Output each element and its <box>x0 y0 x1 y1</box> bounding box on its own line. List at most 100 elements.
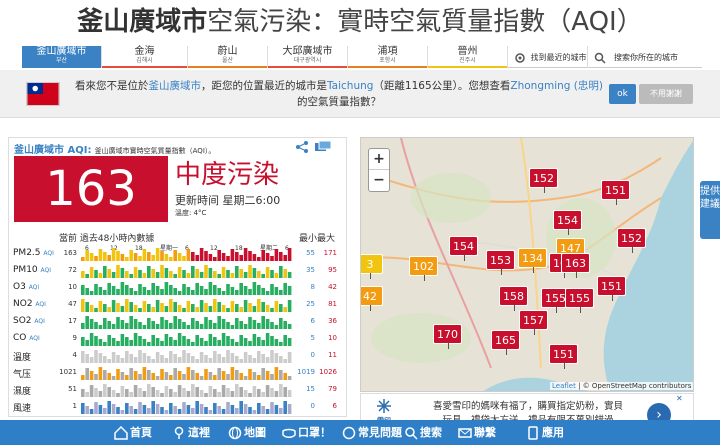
sparkline-bar <box>182 308 186 312</box>
sparkline-bar <box>221 253 226 261</box>
sparkline-bar <box>89 385 94 397</box>
map-zoom-control: + − <box>368 148 390 192</box>
pollutant-row-8[interactable]: 濕度 51 15 79 <box>9 381 346 398</box>
tab-search-city[interactable]: 搜索你所在的城市 <box>588 46 682 68</box>
history-header: 當前 過去48小時內數據 <box>59 234 155 244</box>
sparkline-bar <box>208 320 213 329</box>
sparkline-bar <box>257 337 261 346</box>
pollutant-row-2[interactable]: O3 AQI 10 8 42 <box>9 279 346 296</box>
sparkline-bar <box>107 307 111 312</box>
tab-busan[interactable]: 釜山廣域市 부산 <box>22 46 102 68</box>
map-station-marker[interactable]: 42 <box>361 286 383 311</box>
map-station-marker[interactable]: 154 <box>449 236 478 261</box>
pollutant-row-7[interactable]: 气压 1021 1019 1026 <box>9 364 346 381</box>
sparkline-bar <box>261 316 265 329</box>
sparkline-bar <box>283 401 287 414</box>
sparkline-bar <box>248 303 252 312</box>
station-map[interactable]: 1521511541521541471021531341631631511581… <box>360 137 694 392</box>
notice-suggest-link[interactable]: Zhongming (忠明) <box>510 80 603 92</box>
map-station-marker[interactable]: 3 <box>361 254 383 279</box>
sparkline-bar <box>186 325 191 329</box>
nav-mail[interactable]: 聯繫 <box>458 423 496 443</box>
sparkline-bar <box>208 282 213 295</box>
notice-nearest-link[interactable]: Taichung <box>326 80 374 92</box>
pollutant-row-4[interactable]: SO2 AQI 17 6 36 <box>9 313 346 330</box>
tab-gimhae[interactable]: 金海 김해시 <box>102 46 188 68</box>
sparkline-bar <box>155 248 160 261</box>
flag-icon <box>26 82 60 106</box>
map-station-marker[interactable]: 155 <box>565 288 594 313</box>
sparkline-bar <box>85 354 89 363</box>
pollutant-row-6[interactable]: 溫度 4 0 11 <box>9 347 346 364</box>
sparkline-bar <box>274 367 279 380</box>
map-station-marker[interactable]: 170 <box>433 324 462 349</box>
no-thanks-button[interactable]: 不用謝謝 <box>639 84 693 104</box>
feedback-tab[interactable]: 提供建議 <box>700 181 720 239</box>
monitor-icon[interactable] <box>315 141 331 153</box>
nav-search[interactable]: 搜索 <box>404 423 442 443</box>
sparkline-bar <box>265 385 270 397</box>
sparkline-bar <box>191 318 195 329</box>
map-station-marker[interactable]: 157 <box>519 310 548 335</box>
sparkline-bar <box>239 373 243 380</box>
ad-close-icon[interactable]: ✕ <box>676 394 683 403</box>
sparkline-bar <box>235 356 239 363</box>
nav-home[interactable]: 首頁 <box>114 423 152 443</box>
map-station-marker[interactable]: 154 <box>553 210 582 235</box>
tab-ulsan[interactable]: 蔚山 울산 <box>188 46 268 68</box>
pollutant-row-1[interactable]: PM10 AQI 72 35 95 <box>9 262 346 279</box>
sparkline-bar <box>191 356 195 363</box>
tab-jinju[interactable]: 晉州 진주시 <box>428 46 508 68</box>
map-station-marker[interactable]: 153 <box>486 250 515 275</box>
timeline-label: 6 <box>85 245 89 252</box>
pollutant-row-5[interactable]: CO AQI 9 5 10 <box>9 330 346 347</box>
sparkline-bar <box>213 271 217 278</box>
sparkline-bar <box>265 371 270 380</box>
sparkline-bar <box>186 301 191 312</box>
map-station-marker[interactable]: 102 <box>409 256 438 281</box>
sparkline-bar <box>133 357 138 363</box>
sparkline-bar <box>94 402 98 414</box>
sparkline-bar <box>248 393 252 397</box>
sparkline-bar <box>270 308 274 312</box>
sparkline-bar <box>142 353 147 363</box>
max-header: 最大 <box>317 234 336 244</box>
map-station-marker[interactable]: 151 <box>597 276 626 301</box>
map-station-marker[interactable]: 152 <box>617 228 646 253</box>
nav-pin[interactable]: 這裡 <box>172 423 210 443</box>
pollutant-row-0[interactable]: PM2.5 AQI 163 55 171 <box>9 245 346 262</box>
map-station-marker[interactable]: 165 <box>491 330 520 355</box>
tab-find-nearest[interactable]: 找到最近的城市 <box>508 46 588 68</box>
leaflet-link[interactable]: Leaflet <box>552 382 576 390</box>
tab-pohang[interactable]: 浦項 포항시 <box>348 46 428 68</box>
zoom-out-button[interactable]: − <box>373 172 385 188</box>
pollutant-row-3[interactable]: NO2 AQI 47 25 81 <box>9 296 346 313</box>
nav-help[interactable]: 常見問題 <box>342 423 402 443</box>
map-station-marker[interactable]: 134 <box>518 248 547 273</box>
nav-mask[interactable]: 口罩！ <box>282 423 331 443</box>
map-station-marker[interactable]: 155 <box>541 288 570 313</box>
sparkline-bar <box>182 322 186 329</box>
sparkline-bar <box>151 359 155 363</box>
nav-globe[interactable]: 地圖 <box>228 423 266 443</box>
tab-daegu[interactable]: 大邱廣域市 대구광역시 <box>268 46 348 68</box>
pollutant-row-9[interactable]: 風速 1 0 6 <box>9 398 346 415</box>
sparkline-bar <box>274 353 279 363</box>
ok-button[interactable]: ok <box>609 84 636 104</box>
share-icon[interactable] <box>295 141 309 153</box>
zoom-in-button[interactable]: + <box>369 149 389 170</box>
map-station-marker[interactable]: 163 <box>561 253 590 278</box>
map-station-marker[interactable]: 151 <box>601 180 630 205</box>
notice-city-link[interactable]: 釜山廣域市 <box>148 80 201 92</box>
row-current: 51 <box>68 385 77 393</box>
row-sparkline <box>81 333 292 346</box>
sparkline-bar <box>243 272 248 278</box>
map-station-marker[interactable]: 158 <box>499 286 528 311</box>
notice-message: 看來您不是位於釜山廣域市，距您的位置最近的城市是Taichung（距離1165公… <box>74 80 603 108</box>
sparkline-bar <box>120 320 125 329</box>
map-station-marker[interactable]: 151 <box>549 344 578 369</box>
map-station-marker[interactable]: 152 <box>529 168 558 193</box>
nav-app[interactable]: 應用 <box>526 423 564 443</box>
sparkline-bar <box>243 324 248 329</box>
row-name: SO2 AQI <box>13 316 45 326</box>
